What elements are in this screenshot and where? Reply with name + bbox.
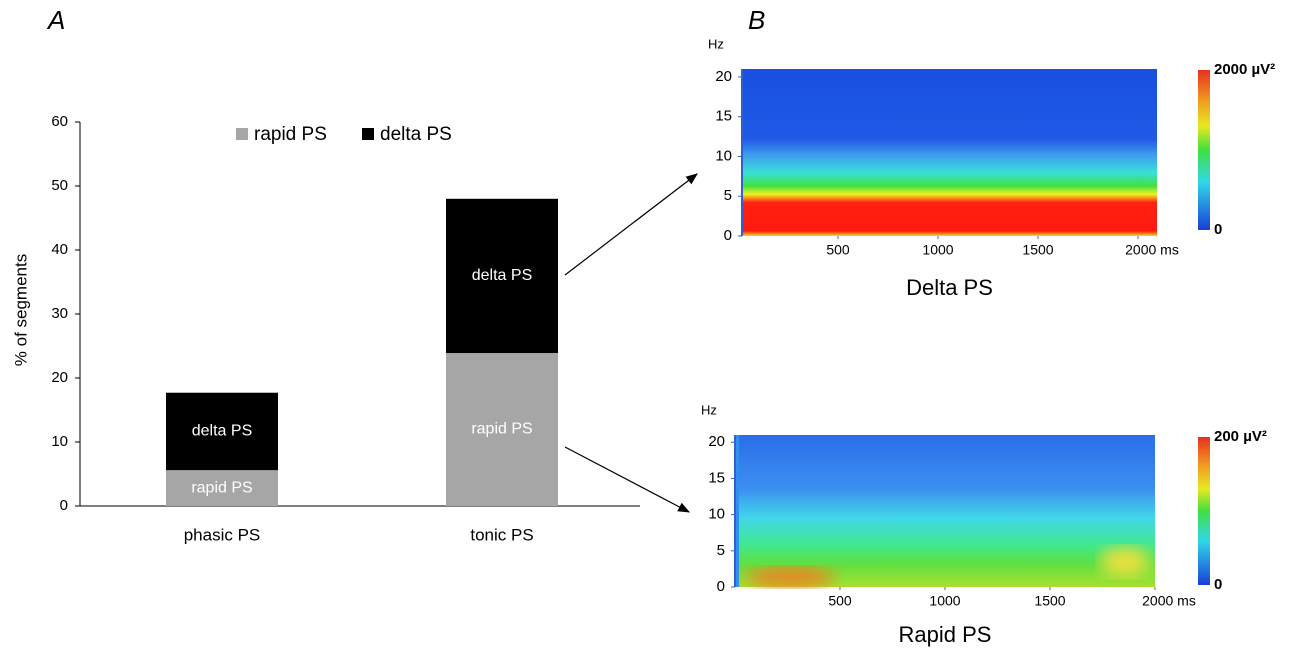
x-tick-label: 1500 bbox=[1022, 242, 1053, 258]
arrow bbox=[564, 173, 698, 276]
colorbar bbox=[1198, 70, 1210, 230]
y-unit: Hz bbox=[708, 36, 724, 51]
y-tick-label: 30 bbox=[51, 305, 68, 322]
x-tick-label: 2000 ms bbox=[1125, 242, 1179, 258]
y-tick-label: 20 bbox=[708, 433, 725, 450]
y-tick-label: 10 bbox=[715, 147, 732, 164]
bar-segment bbox=[166, 392, 278, 471]
y-tick-label: 50 bbox=[51, 177, 68, 194]
x-tick-label: tonic PS bbox=[470, 525, 533, 544]
x-tick-label: 1000 bbox=[922, 242, 953, 258]
legend-label: rapid PS bbox=[254, 124, 327, 145]
x-tick-label: 500 bbox=[828, 593, 852, 609]
x-tick-label: phasic PS bbox=[184, 525, 261, 544]
y-tick-label: 20 bbox=[715, 68, 732, 85]
panel-label: A bbox=[46, 5, 65, 35]
heatmap-edge bbox=[735, 435, 739, 587]
y-tick-label: 10 bbox=[51, 433, 68, 450]
colorbar bbox=[1198, 437, 1210, 585]
y-tick-label: 0 bbox=[60, 497, 68, 514]
heatmap bbox=[742, 69, 1157, 236]
panel-title: Rapid PS bbox=[899, 622, 992, 647]
colorbar-label: 200 µV² bbox=[1214, 428, 1267, 445]
legend-swatch bbox=[362, 128, 374, 140]
heatmap-blob bbox=[1100, 547, 1150, 577]
y-tick-label: 40 bbox=[51, 241, 68, 258]
y-tick-label: 20 bbox=[51, 369, 68, 386]
colorbar-label: 0 bbox=[1214, 221, 1222, 238]
y-tick-label: 60 bbox=[51, 113, 68, 130]
y-tick-label: 15 bbox=[708, 469, 725, 486]
segment-label: delta PS bbox=[472, 267, 532, 284]
colorbar-label: 0 bbox=[1214, 576, 1222, 593]
y-axis-label: % of segments bbox=[11, 254, 30, 366]
heatmap-blob bbox=[745, 567, 835, 587]
segment-label: rapid PS bbox=[471, 421, 532, 438]
panel-title: Delta PS bbox=[906, 275, 993, 300]
x-tick-label: 2000 ms bbox=[1142, 593, 1196, 609]
y-unit: Hz bbox=[701, 402, 717, 417]
legend-swatch bbox=[236, 128, 248, 140]
heatmap bbox=[735, 435, 1155, 587]
y-tick-label: 10 bbox=[708, 506, 725, 523]
bar-segment bbox=[166, 470, 278, 506]
x-tick-label: 500 bbox=[826, 242, 850, 258]
y-tick-label: 0 bbox=[724, 227, 732, 244]
y-tick-label: 5 bbox=[724, 187, 732, 204]
y-tick-label: 15 bbox=[715, 108, 732, 125]
legend-label: delta PS bbox=[380, 124, 452, 145]
segment-label: delta PS bbox=[192, 423, 252, 440]
colorbar-label: 2000 µV² bbox=[1214, 61, 1275, 78]
y-tick-label: 0 bbox=[717, 578, 725, 595]
segment-label: rapid PS bbox=[191, 479, 252, 496]
bar-segment bbox=[446, 353, 558, 506]
y-tick-label: 5 bbox=[717, 542, 725, 559]
x-tick-label: 1000 bbox=[929, 593, 960, 609]
panel-label: B bbox=[748, 5, 765, 35]
bar-segment bbox=[446, 198, 558, 354]
x-tick-label: 1500 bbox=[1034, 593, 1065, 609]
arrow bbox=[564, 446, 691, 513]
